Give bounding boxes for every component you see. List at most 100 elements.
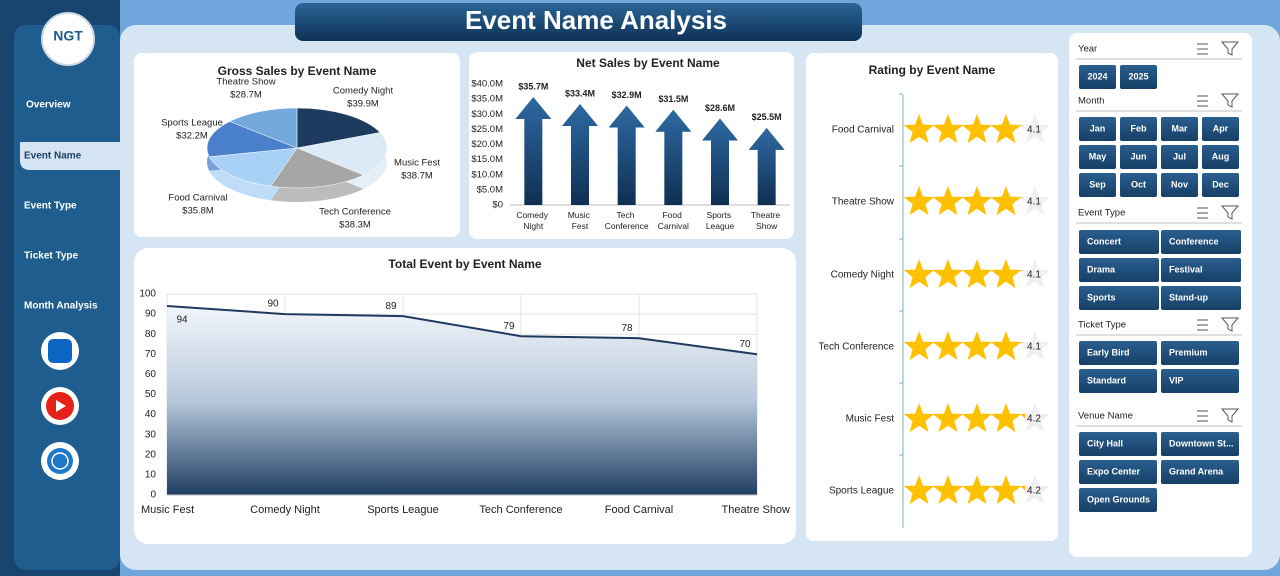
slicer-button[interactable]	[1079, 258, 1159, 282]
line	[166, 305, 758, 356]
nav-item[interactable]: Event Type	[24, 201, 77, 212]
slicer-item[interactable]: 2024	[1087, 71, 1107, 81]
slicer-item[interactable]: Open Grounds	[1087, 494, 1150, 504]
slicer-button[interactable]	[1161, 117, 1198, 141]
slicer-button[interactable]	[1161, 258, 1241, 282]
slicer-item[interactable]: Stand-up	[1169, 292, 1208, 302]
star-fill	[1019, 485, 1026, 491]
slicer-button[interactable]	[1079, 65, 1116, 89]
clear-filter-icon[interactable]	[1220, 93, 1240, 108]
star-empty	[1019, 403, 1051, 432]
slicer-title: Ticket Type	[1078, 320, 1126, 331]
slicer-button[interactable]	[1079, 460, 1157, 484]
slicer-item[interactable]: Concert	[1087, 236, 1121, 246]
slicer-button[interactable]	[1079, 230, 1159, 254]
slicer-item[interactable]: Premium	[1169, 347, 1208, 357]
data-label: $32.2M	[176, 131, 208, 142]
y-tick-label: 70	[145, 349, 157, 360]
data-label: 90	[267, 299, 279, 310]
pie-slice	[296, 132, 388, 176]
star-empty	[1019, 259, 1051, 288]
slicer-item[interactable]: City Hall	[1087, 438, 1123, 448]
slicer-button[interactable]	[1161, 145, 1198, 169]
arrow-bar	[562, 103, 598, 205]
slicer-item[interactable]: Jan	[1090, 123, 1106, 133]
data-label: $25.5M	[752, 112, 782, 122]
star-empty	[1019, 114, 1051, 143]
nav-item[interactable]: Overview	[26, 100, 71, 111]
slicer-button[interactable]	[1079, 173, 1116, 197]
rating-stars	[903, 259, 1051, 288]
slicer-item[interactable]: Early Bird	[1087, 347, 1130, 357]
x-tick-label: Food Carnival	[658, 210, 689, 231]
clear-filter-icon[interactable]	[1220, 408, 1240, 423]
data-label: $38.3M	[339, 220, 371, 231]
star-fill	[990, 403, 1022, 432]
y-tick-label: 50	[145, 389, 157, 400]
star-fill	[903, 114, 935, 143]
slicer-button[interactable]	[1161, 286, 1241, 310]
slicer-button[interactable]	[1120, 65, 1157, 89]
slicer-button[interactable]	[1202, 173, 1239, 197]
slicer-item[interactable]: Standard	[1087, 375, 1126, 385]
slicer-item[interactable]: Jun	[1130, 151, 1146, 161]
slicer-button[interactable]	[1120, 145, 1157, 169]
chart-title: Gross Sales by Event Name	[218, 64, 377, 78]
slicer-item[interactable]: Apr	[1213, 123, 1229, 133]
slicer-item[interactable]: Festival	[1169, 264, 1203, 274]
slicer-item[interactable]: Oct	[1131, 179, 1146, 189]
slicer-button[interactable]	[1120, 117, 1157, 141]
star-fill	[961, 331, 993, 360]
slicer-item[interactable]: Dec	[1212, 179, 1229, 189]
slicer-button[interactable]	[1202, 145, 1239, 169]
slicer-button[interactable]	[1202, 117, 1239, 141]
clear-filter-icon[interactable]	[1220, 205, 1240, 220]
clear-filter-icon[interactable]	[1220, 41, 1240, 56]
nav-item[interactable]: Ticket Type	[24, 251, 79, 262]
rating-stars	[903, 331, 1051, 360]
star-empty	[1019, 475, 1051, 504]
slicer-button[interactable]	[1079, 432, 1157, 456]
x-tick-label: Theatre Show	[722, 504, 791, 516]
slicer-item[interactable]: Grand Arena	[1169, 466, 1224, 476]
slicer-item[interactable]: Drama	[1087, 264, 1116, 274]
slicer-item[interactable]: Mar	[1171, 123, 1188, 133]
slicer-button[interactable]	[1079, 488, 1157, 512]
slicer-item[interactable]: Aug	[1212, 151, 1230, 161]
clear-filter-icon[interactable]	[1220, 317, 1240, 332]
slicer-item[interactable]: Nov	[1171, 179, 1188, 189]
slicer-item[interactable]: May	[1089, 151, 1107, 161]
slicer-button[interactable]	[1079, 145, 1116, 169]
star-fill	[932, 331, 964, 360]
data-label: $28.7M	[230, 90, 262, 101]
slicer-button[interactable]	[1161, 173, 1198, 197]
arrow-bar	[655, 109, 692, 205]
slicer-item[interactable]: 2025	[1128, 71, 1148, 81]
slicer-button[interactable]	[1161, 432, 1239, 456]
nav-item[interactable]: Month Analysis	[24, 301, 98, 312]
nav-item[interactable]: Event Name	[24, 151, 82, 162]
slicer-item[interactable]: Jul	[1173, 151, 1186, 161]
rating-stars	[903, 114, 1051, 143]
data-label: 78	[621, 323, 633, 334]
slicer-button[interactable]	[1079, 117, 1116, 141]
slicer-item[interactable]: Expo Center	[1087, 466, 1141, 476]
slicer-button[interactable]	[1079, 286, 1159, 310]
slicer-item[interactable]: Conference	[1169, 236, 1219, 246]
data-label: 70	[739, 339, 751, 350]
data-label: $32.9M	[612, 90, 642, 100]
slicer-button[interactable]	[1161, 230, 1241, 254]
slicer-item[interactable]: Downtown St...	[1169, 438, 1234, 448]
slicer-button[interactable]	[1079, 369, 1157, 393]
slicer-item[interactable]: Feb	[1130, 123, 1147, 133]
slicer-item[interactable]: Sep	[1089, 179, 1106, 189]
slicer-button[interactable]	[1079, 341, 1157, 365]
slicer-button[interactable]	[1161, 369, 1239, 393]
slicer-item[interactable]: VIP	[1169, 375, 1184, 385]
slicer-button[interactable]	[1120, 173, 1157, 197]
slicer-button[interactable]	[1161, 460, 1239, 484]
slicer-button[interactable]	[1161, 341, 1239, 365]
data-label: 89	[385, 301, 397, 312]
arrow-bar	[702, 118, 738, 205]
slicer-item[interactable]: Sports	[1087, 292, 1116, 302]
